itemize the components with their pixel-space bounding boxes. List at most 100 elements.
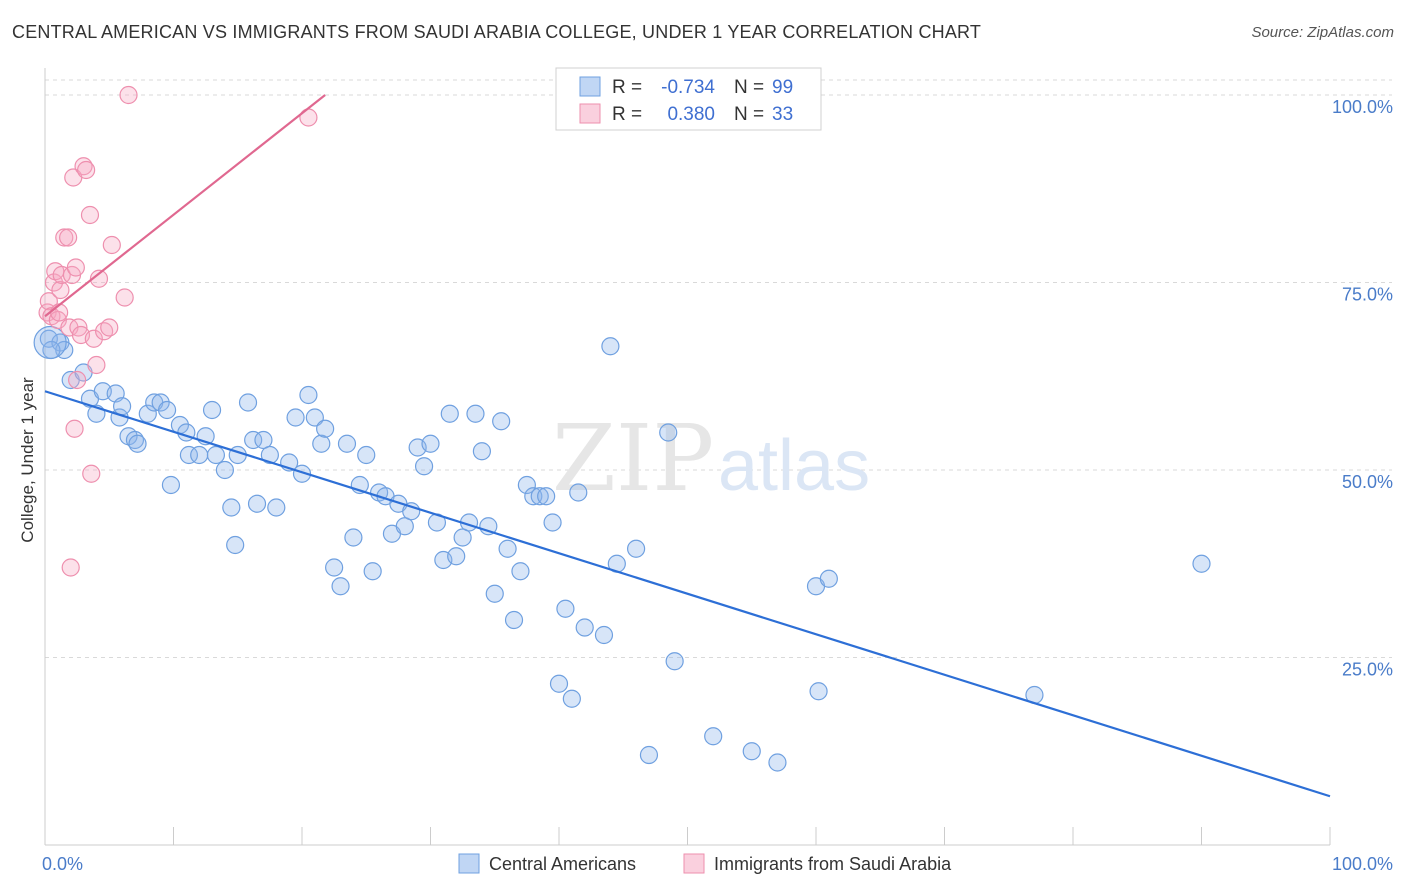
scatter-point [357,445,376,465]
scatter-point [112,397,132,416]
x-tick-label: 0.0% [42,854,83,874]
scatter-point [575,618,594,637]
scatter-point [55,228,74,247]
scatter-point [639,745,659,765]
legend-swatch-central-americans [458,853,480,874]
legend-r-value: -0.734 [661,77,715,98]
trend-line [44,94,326,318]
series-saudi-arabia-points [38,85,318,577]
scatter-point [659,423,678,442]
legend-r-value: 0.380 [667,104,715,125]
chart-title: CENTRAL AMERICAN VS IMMIGRANTS FROM SAUD… [12,22,982,42]
scatter-point [421,434,440,453]
scatter-point [77,160,96,180]
scatter-point [138,404,157,423]
legend-n-label: N = [734,77,764,98]
scatter-point [244,430,263,450]
scatter-point [742,742,761,761]
scatter-point [549,674,569,693]
y-tick-labels: 25.0% 50.0% 75.0% 100.0% [1332,97,1393,680]
scatter-point [222,498,241,517]
scatter-point [84,329,103,348]
y-tick-label: 100.0% [1332,97,1393,117]
scatter-point [292,464,312,483]
scatter-point [119,85,138,105]
scatter-point [453,528,472,547]
legend-n-value: 99 [772,77,793,98]
scatter-point [161,475,181,495]
legend-label-central-americans: Central Americans [489,854,636,874]
scatter-point [472,442,491,461]
watermark-atlas: atlas [718,426,870,506]
legend-swatch-pink [579,103,601,124]
scatter-point [305,408,324,427]
x-tick-label: 100.0% [1332,854,1393,874]
scatter-point [447,547,466,566]
trend-lines [44,94,1331,798]
scatter-point [316,419,335,438]
scatter-point [179,445,199,465]
scatter-point [517,475,536,495]
scatter-point-large [33,325,67,360]
legend-swatch-blue [579,76,601,97]
scatter-point [215,460,234,480]
y-tick-label: 50.0% [1342,472,1393,492]
scatter-point [89,269,109,288]
scatter-point [556,599,575,618]
scatter-point [1192,554,1211,573]
scatter-point [440,404,459,423]
scatter-point [59,228,78,247]
source-credit: Source: ZipAtlas.com [1251,24,1394,41]
scatter-point [247,494,267,513]
scatter-point [466,404,485,423]
scatter-point [260,445,279,465]
series-legend: Central Americans Immigrants from Saudi … [458,853,952,874]
scatter-point [498,539,517,558]
scatter-point [325,558,344,577]
scatter-point [267,498,286,517]
legend-r-label: R = [612,77,642,98]
scatter-point [151,393,170,412]
correlation-legend: R = -0.734 N = 99 R = 0.380 N = 33 [555,67,822,131]
scatter-point [50,303,69,322]
scatter-point [337,434,357,453]
scatter-point [524,487,543,506]
scatter-point [665,652,684,671]
scatter-point [202,400,222,420]
y-tick-label: 25.0% [1342,660,1393,680]
legend-n-value: 33 [772,104,793,125]
scatter-point [344,528,363,547]
scatter-point [504,610,524,630]
scatter-point [819,569,838,588]
x-tick-labels: 0.0% 100.0% [42,854,1393,874]
scatter-point [809,682,828,701]
scatter-point [226,535,245,555]
scatter-point [530,487,549,506]
y-axis-title: College, Under 1 year [18,377,37,543]
axes [44,68,1331,846]
scatter-point [254,430,273,450]
legend-swatch-saudi-arabia [683,853,705,874]
scatter-point [601,337,620,356]
legend-n-label: N = [734,104,764,125]
scatter-point [115,288,134,307]
legend-label-saudi-arabia: Immigrants from Saudi Arabia [714,854,952,874]
scatter-point [485,584,504,603]
scatter-point [206,445,226,465]
scatter-point [626,539,646,558]
scatter-point [51,280,70,300]
scatter-point [128,434,147,453]
scatter-point [537,487,556,506]
scatter-point [492,412,511,431]
scatter-point [395,517,414,536]
scatter-point [65,419,84,438]
scatter-point [102,235,121,255]
scatter-point [52,265,71,285]
scatter-point [68,370,87,390]
scatter-point [312,434,331,453]
trend-line [44,390,1331,798]
scatter-point [299,385,318,405]
scatter-point [562,689,581,708]
scatter-point [82,464,101,483]
scatter-point [704,727,723,746]
